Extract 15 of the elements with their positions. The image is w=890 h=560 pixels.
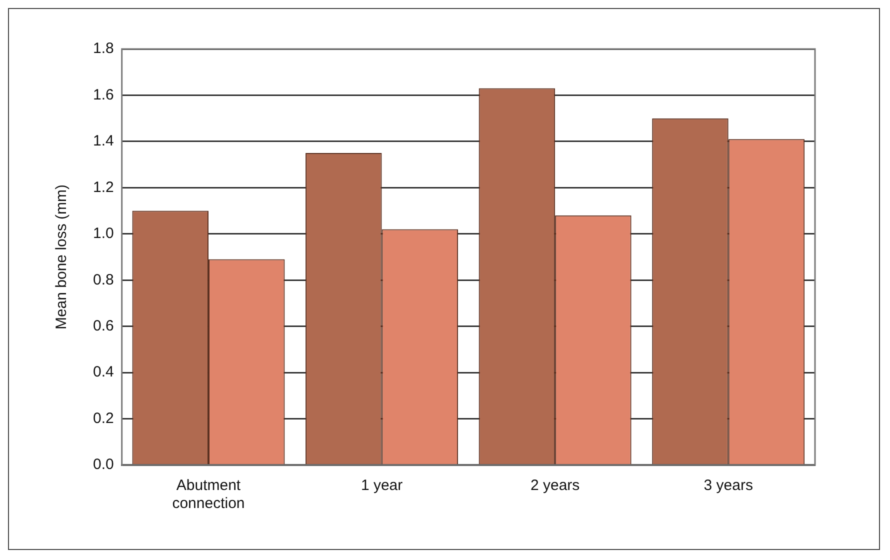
y-tick-label: 1.6 (92, 86, 114, 104)
x-tick-label: 1 year (360, 477, 403, 494)
y-tick-label: 1.4 (92, 132, 114, 150)
y-tick-label: 0.8 (92, 271, 114, 288)
x-tick-label: 3 years (704, 477, 753, 494)
y-axis-title: Mean bone loss (mm) (53, 184, 70, 330)
y-tick-label: 1.0 (92, 225, 114, 242)
y-tick-label: 0.4 (92, 364, 114, 381)
y-tick-label: 1.2 (92, 178, 114, 196)
y-tick-label: 0.6 (92, 317, 114, 334)
x-tick-label: 2 years (530, 477, 580, 494)
y-tick-label: 0.0 (92, 456, 114, 474)
x-tick-label: Abutment connection (172, 477, 245, 512)
y-tick-label: 0.2 (92, 410, 114, 427)
y-tick-label: 1.8 (92, 40, 114, 58)
